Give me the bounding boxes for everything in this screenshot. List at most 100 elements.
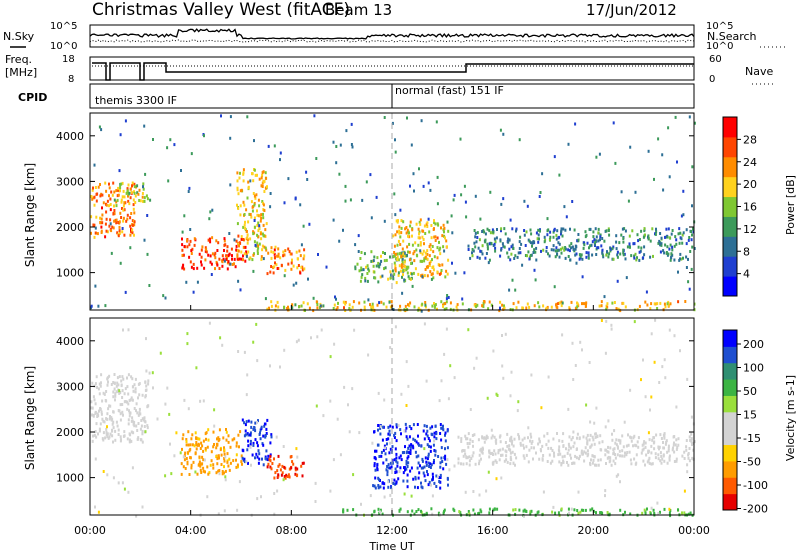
power-cell [657, 137, 660, 141]
power-cell [583, 241, 586, 245]
power-cell [533, 268, 536, 272]
power-cell [401, 275, 403, 279]
velocity-cell [384, 446, 387, 450]
power-cell [379, 262, 382, 266]
velocity-cell [414, 450, 417, 454]
velocity-cell [530, 373, 533, 377]
velocity-cell [260, 495, 262, 499]
velocity-cell [479, 448, 482, 452]
power-cell [596, 246, 599, 250]
power-cell [274, 261, 276, 265]
velocity-cell [128, 409, 130, 413]
power-cell [379, 275, 382, 279]
power-cell [575, 261, 578, 265]
velocity-cell [580, 449, 583, 453]
velocity-cell [406, 465, 409, 468]
velocity-cell [175, 431, 178, 435]
power-cell [512, 302, 515, 306]
power-cell [300, 265, 303, 269]
velocity-cell [604, 448, 607, 452]
power-cell [358, 269, 361, 273]
velocity-cell [469, 438, 472, 442]
velocity-cell [384, 452, 387, 456]
velocity-cell [241, 462, 243, 466]
velocity-cell [478, 453, 481, 457]
velocity-cell [433, 431, 436, 435]
velocity-cell [94, 430, 97, 433]
velocity-cell [104, 436, 107, 440]
power-cell [209, 260, 212, 264]
velocity-cell [396, 461, 399, 465]
power-cell [376, 256, 379, 260]
velocity-cell [245, 460, 248, 464]
power-cell [449, 307, 452, 311]
power-cell [538, 305, 541, 309]
velocity-cell [645, 453, 648, 457]
power-cell [120, 216, 123, 219]
velocity-cell [146, 404, 149, 408]
velocity-cell [414, 477, 417, 481]
power-cell [237, 242, 240, 246]
power-cell [590, 243, 593, 247]
velocity-cell [94, 411, 97, 415]
velocity-cell [249, 439, 252, 443]
power-cell [266, 307, 269, 311]
velocity-cell [374, 486, 377, 490]
power-cell [105, 189, 108, 193]
power-cell [233, 262, 235, 266]
power-cell [196, 280, 199, 284]
power-cell [410, 262, 413, 265]
power-cell [432, 265, 435, 269]
power-cell [690, 267, 693, 271]
velocity-cell [267, 458, 269, 462]
power-cell [455, 305, 458, 309]
velocity-cell [398, 509, 401, 513]
power-cell [576, 301, 578, 305]
velocity-cell [496, 507, 499, 511]
velocity-cell [95, 375, 98, 379]
power-cell [394, 252, 397, 256]
power-cell [211, 252, 214, 256]
velocity-cell [431, 477, 434, 481]
power-cell [483, 300, 486, 304]
velocity-cell [436, 475, 439, 479]
power-cell [332, 140, 335, 144]
velocity-cell [131, 419, 134, 423]
power-cell [666, 235, 669, 239]
power-cell [105, 210, 108, 214]
velocity-cell [431, 494, 434, 498]
power-cell [638, 250, 641, 254]
velocity-cell [186, 460, 189, 464]
velocity-cell [126, 400, 128, 404]
velocity-cell [199, 462, 202, 466]
velocity-cell [687, 452, 690, 455]
power-cell [143, 238, 146, 242]
power-cell [486, 242, 489, 246]
power-colorbar-tick-label: 24 [743, 156, 757, 169]
velocity-cell [195, 443, 198, 446]
velocity-cell [613, 429, 616, 433]
velocity-cell [571, 436, 574, 440]
velocity-cell [395, 456, 398, 460]
power-cell [94, 226, 97, 230]
velocity-cell [403, 451, 405, 454]
velocity-cell [96, 415, 99, 418]
velocity-cell [136, 429, 139, 432]
power-cell [370, 305, 373, 309]
power-cell [526, 254, 529, 258]
velocity-cell [577, 511, 580, 515]
power-cell [262, 170, 265, 174]
velocity-cell [267, 454, 270, 458]
power-cell [472, 249, 475, 253]
velocity-cell [635, 461, 638, 465]
velocity-cell [681, 511, 683, 515]
velocity-cell [231, 438, 234, 442]
velocity-cell [290, 455, 293, 458]
nsky-label: N.Sky [3, 30, 35, 43]
power-cell [291, 306, 294, 310]
velocity-cell [112, 420, 115, 424]
power-cell [449, 301, 452, 305]
power-cell [433, 302, 435, 305]
velocity-cell [660, 437, 663, 440]
power-cell [454, 271, 457, 275]
